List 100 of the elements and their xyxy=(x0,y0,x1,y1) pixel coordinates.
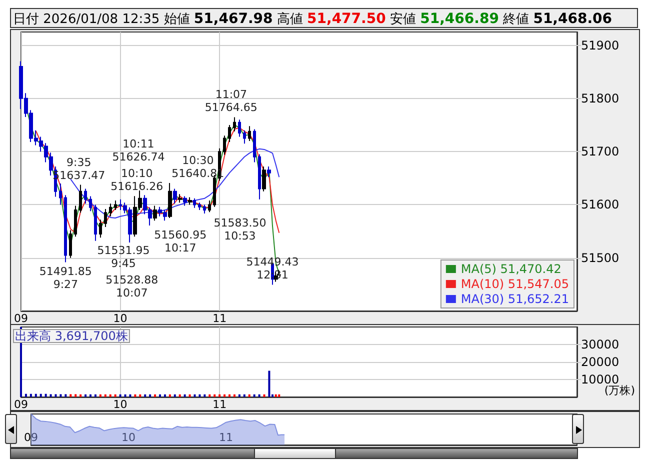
annotation: 51583.50 10:53 xyxy=(214,216,266,242)
text: 高値 51,477.50 xyxy=(276,11,386,27)
candlestick xyxy=(64,194,67,263)
annotation: 51528.88 10:07 xyxy=(106,274,158,300)
x-tick-label: 11 xyxy=(219,431,233,444)
candlestick xyxy=(89,196,92,212)
candlestick xyxy=(253,128,256,163)
bar xyxy=(144,394,146,397)
candlestick xyxy=(99,219,102,238)
bar xyxy=(164,394,166,397)
bar xyxy=(129,394,132,397)
x-tick-label: 09 xyxy=(14,398,28,411)
bar xyxy=(119,394,122,397)
bar xyxy=(84,394,87,397)
y-axis-title: (万株) xyxy=(604,384,636,397)
candlestick xyxy=(94,204,97,242)
bar xyxy=(34,394,37,397)
y-tick-label: 51500 xyxy=(581,250,620,265)
bar xyxy=(218,394,221,397)
candlestick xyxy=(198,202,201,211)
candlestick xyxy=(228,124,231,143)
bar xyxy=(44,394,47,397)
bar xyxy=(159,394,161,397)
bar xyxy=(233,394,236,397)
bar xyxy=(204,394,206,397)
candlestick xyxy=(238,119,241,138)
candlestick xyxy=(203,204,206,214)
bar xyxy=(50,394,52,397)
bar xyxy=(263,394,266,397)
bar xyxy=(278,394,280,397)
x-tick-label: 11 xyxy=(212,398,227,411)
bar xyxy=(198,394,201,397)
bar xyxy=(208,394,211,397)
legend-label: MA(30) 51,652.21 xyxy=(460,292,570,306)
annotation: 51491.85 9:27 xyxy=(39,265,92,292)
candlestick xyxy=(243,130,246,144)
bar xyxy=(104,394,106,397)
candlestick xyxy=(193,198,196,208)
text: 安値 51,466.89 xyxy=(388,11,499,27)
bar xyxy=(109,394,112,397)
bar xyxy=(194,394,196,397)
y-tick-label: 51700 xyxy=(581,144,620,159)
legend-label: MA(5) 51,470.42 xyxy=(460,262,562,276)
candlestick xyxy=(69,230,72,258)
bar xyxy=(24,394,27,397)
text: 始値 51,467.98 xyxy=(162,11,273,27)
bar xyxy=(214,394,216,397)
y-tick-label: 51800 xyxy=(581,91,620,106)
bar xyxy=(224,394,226,397)
bar xyxy=(253,394,256,397)
x-tick-label: 09 xyxy=(14,312,28,325)
bar xyxy=(124,394,126,397)
x-tick-label: 10 xyxy=(122,431,136,444)
candlestick xyxy=(208,200,211,213)
bar xyxy=(258,394,260,397)
bar xyxy=(274,394,277,397)
bar xyxy=(248,394,250,397)
chart-title: 日付 2026/01/08 12:35 xyxy=(13,12,160,27)
bar xyxy=(74,394,77,397)
bar xyxy=(243,394,246,397)
bar xyxy=(149,394,152,397)
annotation: 51560.95 10:17 xyxy=(154,228,207,254)
candlestick xyxy=(262,166,266,192)
bar xyxy=(60,394,62,397)
bar xyxy=(64,394,67,397)
y-tick-label: 51600 xyxy=(581,198,620,212)
y-tick-label: 10000 xyxy=(581,372,620,386)
candlestick xyxy=(153,205,157,222)
y-tick-label: 51900 xyxy=(581,38,620,52)
bar xyxy=(268,370,270,397)
candlestick xyxy=(223,135,226,156)
bar xyxy=(154,394,156,397)
legend-label: MA(10) 51,547.05 xyxy=(460,277,570,291)
bar xyxy=(139,394,142,397)
bar xyxy=(99,394,102,397)
bar xyxy=(134,394,136,397)
bar xyxy=(54,394,57,397)
candlestick xyxy=(183,196,187,206)
bar xyxy=(90,394,92,397)
bar xyxy=(114,394,116,397)
bar xyxy=(174,394,176,397)
candlestick xyxy=(114,200,117,211)
x-tick-label: 10 xyxy=(113,312,128,325)
candlestick xyxy=(188,196,192,206)
bar xyxy=(40,394,42,397)
candlestick xyxy=(248,126,251,142)
candlestick xyxy=(84,188,87,204)
y-tick-label: 30000 xyxy=(581,338,620,352)
annotation: 10:11 51626.74 xyxy=(112,138,165,164)
bar xyxy=(80,394,82,397)
candlestick xyxy=(267,166,271,178)
text: 終値 51,468.06 xyxy=(502,11,612,27)
bar xyxy=(94,394,96,397)
candlestick xyxy=(59,182,62,206)
candlestick xyxy=(109,203,112,217)
candlestick xyxy=(178,194,182,204)
candlestick xyxy=(104,208,107,228)
bar xyxy=(30,394,32,397)
candlestick xyxy=(258,154,261,200)
annotation: 51531.95 9:45 xyxy=(97,244,150,270)
